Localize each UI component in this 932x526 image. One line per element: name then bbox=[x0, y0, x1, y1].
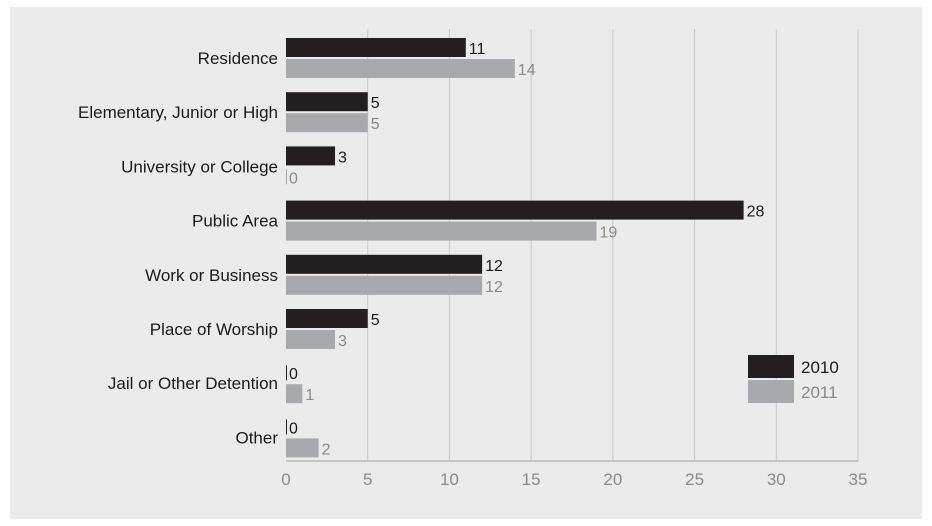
bar-2011 bbox=[286, 59, 515, 78]
bar-value-label: 2 bbox=[322, 441, 331, 458]
bar-2011 bbox=[286, 438, 319, 458]
bar-value-label: 14 bbox=[518, 62, 536, 79]
bar-value-label: 12 bbox=[485, 279, 503, 296]
bar-value-label: 0 bbox=[289, 366, 298, 383]
category-label: Public Area bbox=[192, 212, 279, 231]
bar-value-label: 0 bbox=[289, 420, 298, 437]
legend: 2010 2011 bbox=[748, 355, 839, 403]
bar-value-label: 5 bbox=[371, 95, 380, 112]
category-label: Elementary, Junior or High bbox=[78, 103, 278, 122]
bar-value-label: 19 bbox=[600, 225, 618, 242]
bar-2010 bbox=[286, 38, 466, 57]
bar-2010 bbox=[286, 146, 336, 166]
bar-2011 bbox=[286, 113, 368, 133]
bar-2011 bbox=[286, 275, 483, 295]
x-tick-label: 25 bbox=[685, 470, 704, 489]
legend-item-2010-label: 2010 bbox=[801, 358, 839, 377]
category-label: Other bbox=[235, 428, 278, 447]
x-tick-label: 20 bbox=[603, 470, 622, 489]
x-tick-label: 15 bbox=[522, 470, 541, 489]
bar-2010 bbox=[286, 92, 368, 112]
x-axis: 0 5 10 15 20 25 30 35 bbox=[281, 460, 868, 489]
bar-2011 bbox=[286, 330, 336, 349]
bar-2011 bbox=[286, 384, 303, 404]
gridlines bbox=[367, 29, 859, 461]
x-tick-label: 30 bbox=[767, 470, 786, 489]
bar-value-label: 5 bbox=[371, 312, 380, 329]
bar-2010 bbox=[286, 254, 483, 274]
bar-value-label: 3 bbox=[338, 333, 347, 350]
bar-value-label: 12 bbox=[485, 258, 503, 275]
bar-2011 bbox=[286, 221, 597, 241]
bar-2010 bbox=[286, 200, 744, 220]
x-tick-label: 5 bbox=[363, 470, 372, 489]
bar-value-label: 3 bbox=[338, 149, 347, 166]
legend-item-2011-swatch bbox=[748, 380, 794, 403]
chart-frame: 0 5 10 15 20 25 30 35 11 14 5 5 3 0 28 19 12 12 5 3 0 1 0 2 Re… bbox=[10, 7, 922, 519]
legend-item-2011-label: 2011 bbox=[801, 383, 838, 402]
bar-value-label: 28 bbox=[747, 204, 765, 221]
x-tick-label: 10 bbox=[440, 470, 459, 489]
category-label: Place of Worship bbox=[150, 320, 278, 339]
x-tick-label: 0 bbox=[281, 470, 290, 489]
bar-value-label: 5 bbox=[371, 116, 380, 133]
bar-2010 bbox=[286, 309, 368, 328]
category-label: University or College bbox=[121, 157, 278, 176]
bar-value-label: 1 bbox=[305, 387, 314, 404]
x-tick-label: 35 bbox=[849, 470, 868, 489]
category-label: Jail or Other Detention bbox=[108, 374, 278, 393]
bar-value-label: 11 bbox=[469, 41, 486, 58]
legend-item-2010-swatch bbox=[748, 355, 794, 378]
category-label: Work or Business bbox=[145, 266, 278, 285]
category-labels: Residence Elementary, Junior or High Unive… bbox=[78, 49, 279, 447]
category-label: Residence bbox=[198, 49, 278, 68]
bar-value-label: 0 bbox=[289, 170, 298, 187]
